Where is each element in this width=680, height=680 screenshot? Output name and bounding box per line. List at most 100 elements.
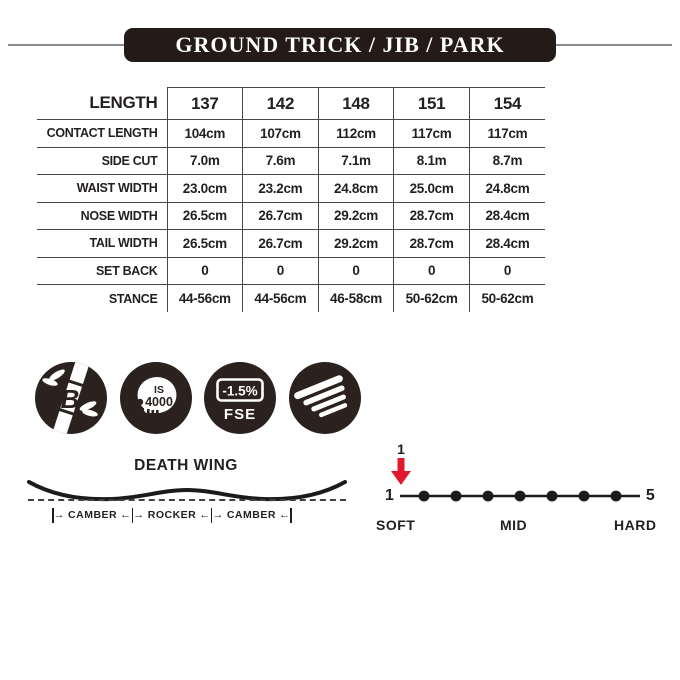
board-profile-curve [27, 480, 347, 502]
spec-value: 50-62cm [481, 291, 534, 306]
spec-value: 46-58cm [318, 284, 395, 312]
row-label: SET BACK [37, 257, 168, 285]
table-header-row: LENGTH 137 142 148 151 154 [37, 87, 545, 120]
flex-label-hard: HARD [614, 517, 657, 533]
flex-label-mid: MID [500, 517, 528, 533]
zone-divider-tick [210, 507, 213, 523]
zone-camber-left: → CAMBER ← [54, 509, 132, 521]
camber-zone-labels: → CAMBER ← → ROCKER ← → CAMBER ← [52, 507, 292, 523]
spec-value: 24.8cm [318, 174, 395, 203]
spec-value: 25.0cm [393, 174, 470, 203]
spec-value: 26.5cm [167, 202, 244, 230]
zone-label: CAMBER [68, 509, 118, 521]
fse-tag-value: -1.5% [222, 384, 257, 399]
flex-min-value: 1 [385, 487, 394, 504]
spec-value: 28.4cm [469, 202, 545, 230]
flex-scale-line [399, 490, 640, 502]
tech-badges: B IS 4000 -1.5% FSE [35, 362, 361, 434]
spec-value: 26.7cm [242, 229, 319, 258]
camber-profile-title: DEATH WING [134, 457, 238, 474]
spec-value: 0 [167, 257, 244, 285]
spec-value: 50-62cm [393, 284, 470, 312]
skull-core-icon: IS 4000 [119, 362, 192, 434]
flex-dot [482, 490, 494, 502]
spec-value: 28.4cm [469, 229, 545, 258]
table-row-nose-width: NOSE WIDTH 26.5cm 26.7cm 29.2cm 28.7cm 2… [37, 202, 545, 230]
fse-label: FSE [224, 406, 256, 423]
banner-rule-right [556, 44, 672, 46]
zone-label: ROCKER [147, 509, 197, 521]
spec-value: 104cm [167, 119, 244, 148]
bamboo-core-icon: B [35, 362, 107, 434]
zone-rocker: → ROCKER ← [133, 509, 211, 521]
flex-dot [546, 490, 558, 502]
spec-value: 0 [469, 257, 545, 285]
row-label: NOSE WIDTH [37, 202, 168, 230]
table-row-side-cut: SIDE CUT 7.0m 7.6m 7.1m 8.1m 8.7m [37, 147, 545, 175]
spec-value: 44-56cm [167, 284, 244, 312]
row-label: TAIL WIDTH [37, 229, 168, 258]
spec-value: 8.7m [469, 147, 545, 175]
banner-rule-left [8, 44, 124, 46]
arrow-left-icon: ← [199, 508, 211, 521]
bamboo-letter: B [61, 384, 80, 414]
flex-pointer-arrow-icon [391, 458, 411, 485]
row-label: STANCE [37, 284, 168, 312]
skull-text-line1: IS [154, 384, 164, 396]
spec-value: 23.2cm [242, 174, 319, 203]
header-size-154: 154 [469, 87, 545, 120]
spec-value: 7.0m [167, 147, 244, 175]
zone-label: CAMBER [226, 509, 276, 521]
spec-value: 7.1m [318, 147, 395, 175]
table-row-set-back: SET BACK 0 0 0 0 0 [37, 257, 545, 285]
header-length-label: LENGTH [37, 87, 168, 120]
fse-badge-icon: -1.5% FSE [204, 362, 276, 434]
zone-camber-right: → CAMBER ← [212, 509, 290, 521]
arrow-right-icon: → [133, 508, 145, 521]
spec-value: 29.2cm [318, 202, 395, 230]
flex-dot [578, 490, 590, 502]
arrow-left-icon: ← [278, 508, 291, 521]
flex-dot [610, 490, 622, 502]
spec-value: 0 [242, 257, 319, 285]
spec-value: 0 [318, 257, 395, 285]
header-size-148: 148 [318, 87, 395, 120]
category-banner: GROUND TRICK / JIB / PARK [124, 28, 556, 62]
spec-value: 117cm [393, 119, 470, 148]
spec-value: 8.1m [393, 147, 470, 175]
spec-value: 29.2cm [318, 229, 395, 258]
header-size-142: 142 [242, 87, 319, 120]
flex-max-value: 5 [645, 487, 655, 504]
flex-label-soft: SOFT [376, 517, 416, 533]
flex-pointer-value: 1 [397, 441, 405, 457]
header-size-151: 151 [393, 87, 470, 120]
skull-text-line2: 4000 [145, 395, 173, 409]
arrow-right-icon: → [212, 508, 224, 521]
spec-value: 26.7cm [242, 202, 319, 230]
header-size-137: 137 [167, 87, 244, 120]
spec-value: 28.7cm [393, 202, 470, 230]
spec-value: 112cm [318, 119, 395, 148]
spec-value: 26.5cm [167, 229, 244, 258]
flex-scale: 1 5 [376, 487, 662, 505]
spec-value: 23.0cm [167, 174, 244, 203]
baseline-dashed-line [28, 499, 346, 501]
flex-dot [514, 490, 526, 502]
zone-divider-tick [52, 507, 54, 523]
category-title: GROUND TRICK / JIB / PARK [175, 32, 505, 57]
wing-icon [288, 362, 361, 434]
row-label: CONTACT LENGTH [37, 119, 168, 148]
spec-value: 28.7cm [393, 229, 470, 258]
arrow-left-icon: ← [120, 508, 132, 521]
zone-divider-tick [131, 507, 134, 523]
spec-value: 24.8cm [469, 174, 545, 203]
arrow-right-icon: → [53, 508, 66, 521]
flex-dot [418, 490, 430, 502]
table-row-stance: STANCE 44-56cm 44-56cm 46-58cm 50-62cm 5… [37, 284, 545, 312]
spec-value: 117cm [469, 119, 545, 148]
flex-scale-labels: SOFT MID HARD [376, 517, 662, 533]
table-row-waist-width: WAIST WIDTH 23.0cm 23.2cm 24.8cm 25.0cm … [37, 174, 545, 203]
table-row-contact-length: CONTACT LENGTH 104cm 107cm 112cm 117cm 1… [37, 119, 545, 148]
row-label: SIDE CUT [37, 147, 168, 175]
